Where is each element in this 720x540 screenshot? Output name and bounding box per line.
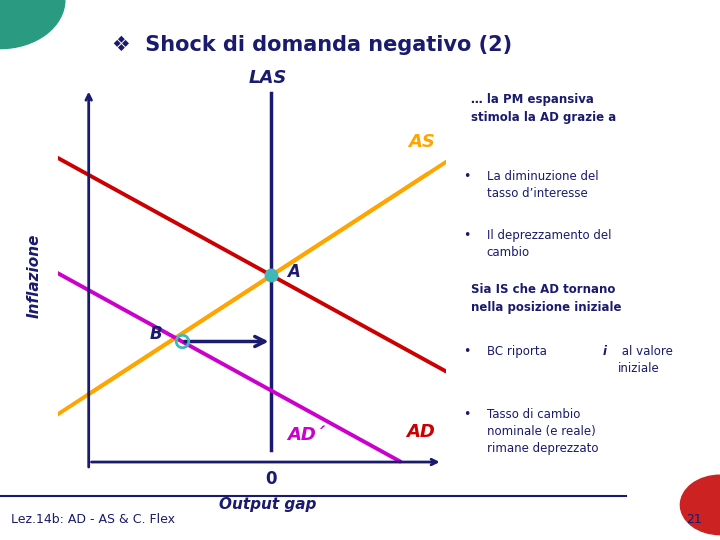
Text: Inflazione: Inflazione	[27, 233, 42, 318]
Text: Output gap: Output gap	[219, 497, 316, 512]
Text: AS: AS	[408, 133, 435, 151]
Text: Il deprezzamento del
cambio: Il deprezzamento del cambio	[487, 229, 611, 259]
Text: A: A	[287, 262, 300, 280]
Text: •: •	[463, 346, 470, 359]
Text: AD´: AD´	[287, 427, 325, 444]
Text: AD: AD	[406, 423, 435, 441]
Text: ❖  Shock di domanda negativo (2): ❖ Shock di domanda negativo (2)	[112, 35, 512, 55]
Text: La diminuzione del
tasso d’interesse: La diminuzione del tasso d’interesse	[487, 171, 598, 200]
Text: B: B	[150, 325, 163, 343]
Text: Tasso di cambio
nominale (e reale)
rimane deprezzato: Tasso di cambio nominale (e reale) riman…	[487, 408, 598, 455]
Text: Sia IS che AD tornano
nella posizione iniziale: Sia IS che AD tornano nella posizione in…	[471, 283, 621, 314]
Text: 0: 0	[266, 470, 277, 488]
Text: 21: 21	[686, 513, 702, 526]
Text: •: •	[463, 171, 470, 184]
Text: i: i	[603, 346, 606, 359]
Text: al valore
iniziale: al valore iniziale	[618, 346, 673, 375]
Text: … la PM espansiva
stimola la AD grazie a: … la PM espansiva stimola la AD grazie a	[471, 93, 616, 124]
Text: •: •	[463, 229, 470, 242]
Text: BC riporta: BC riporta	[487, 346, 550, 359]
Text: LAS: LAS	[248, 69, 287, 87]
Text: Lez.14b: AD - AS & C. Flex: Lez.14b: AD - AS & C. Flex	[11, 513, 175, 526]
Text: •: •	[463, 408, 470, 421]
